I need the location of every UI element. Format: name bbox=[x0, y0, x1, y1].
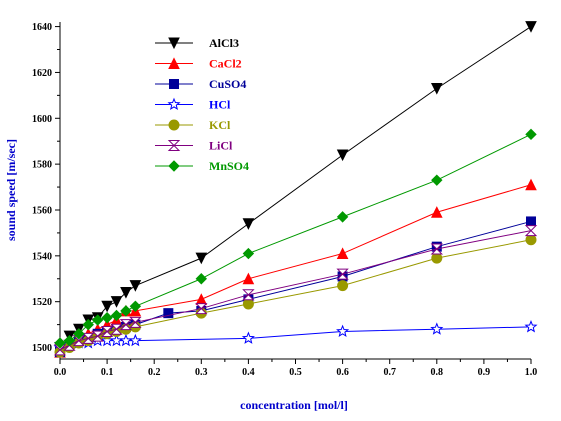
x-tick-label: 0.1 bbox=[101, 367, 114, 378]
series-mnso4 bbox=[54, 128, 537, 349]
data-point bbox=[336, 211, 349, 223]
data-point bbox=[242, 272, 255, 285]
y-tick-label: 1580 bbox=[32, 160, 52, 171]
data-point bbox=[525, 234, 537, 246]
legend-label: AlCl3 bbox=[209, 36, 239, 50]
data-point bbox=[525, 178, 537, 191]
data-point bbox=[431, 174, 443, 186]
data-point bbox=[336, 324, 350, 338]
data-point bbox=[100, 325, 114, 337]
data-point bbox=[524, 320, 538, 333]
data-point bbox=[526, 216, 536, 227]
series-line bbox=[59, 230, 532, 351]
data-point bbox=[63, 334, 76, 347]
data-point bbox=[431, 252, 443, 264]
legend-entry-kcl: KCl bbox=[155, 118, 231, 132]
data-point bbox=[525, 21, 537, 33]
data-point bbox=[101, 312, 113, 324]
legend-marker bbox=[169, 79, 179, 89]
data-point bbox=[119, 319, 133, 331]
data-point bbox=[241, 331, 255, 344]
data-point bbox=[110, 323, 123, 335]
data-point bbox=[195, 303, 208, 315]
x-tick-label: 0.9 bbox=[478, 367, 491, 378]
y-tick-label: 1620 bbox=[32, 68, 52, 79]
data-point bbox=[129, 300, 142, 312]
y-tick-label: 1500 bbox=[32, 343, 52, 354]
data-point bbox=[54, 337, 66, 349]
legend-entry-hcl: HCl bbox=[155, 98, 231, 112]
legend-label: LiCl bbox=[209, 139, 233, 153]
x-tick-label: 0.6 bbox=[336, 367, 349, 378]
data-point bbox=[82, 332, 95, 344]
legend-entry-alcl3: AlCl3 bbox=[155, 36, 239, 50]
legend-marker bbox=[167, 140, 181, 151]
data-point bbox=[524, 225, 538, 237]
x-tick-label: 0.2 bbox=[148, 367, 161, 378]
y-tick-label: 1560 bbox=[32, 205, 52, 216]
legend-label: KCl bbox=[209, 118, 231, 132]
data-point bbox=[430, 82, 443, 95]
data-point bbox=[110, 296, 123, 308]
legend-label: CuSO4 bbox=[209, 77, 246, 91]
series-licl bbox=[53, 225, 538, 356]
data-point bbox=[242, 218, 255, 230]
x-tick-label: 1.0 bbox=[525, 367, 538, 378]
legend-marker bbox=[167, 97, 181, 111]
data-point bbox=[129, 280, 142, 292]
y-tick-label: 1520 bbox=[32, 297, 52, 308]
series-alcl3 bbox=[54, 21, 537, 354]
legend-label: HCl bbox=[209, 98, 231, 112]
x-axis-title: concentration [mol/l] bbox=[240, 398, 348, 412]
data-point bbox=[129, 316, 142, 328]
data-point bbox=[101, 300, 113, 313]
x-tick-label: 0.4 bbox=[242, 367, 255, 378]
data-point bbox=[430, 206, 443, 218]
y-tick-label: 1600 bbox=[32, 114, 52, 125]
x-tick-label: 0.3 bbox=[195, 367, 208, 378]
y-tick-label: 1540 bbox=[32, 251, 52, 262]
legend-label: MnSO4 bbox=[209, 159, 249, 173]
x-tick-label: 0.8 bbox=[431, 367, 444, 378]
legend-entry-cacl2: CaCl2 bbox=[155, 57, 242, 71]
legend-label: CaCl2 bbox=[209, 57, 242, 71]
data-point bbox=[336, 247, 349, 260]
legend-marker bbox=[168, 160, 180, 172]
data-point bbox=[73, 328, 85, 340]
data-point bbox=[110, 309, 123, 322]
data-point bbox=[525, 128, 537, 141]
legend-entry-mnso4: MnSO4 bbox=[155, 159, 249, 173]
x-tick-label: 0.7 bbox=[383, 367, 396, 378]
data-point bbox=[163, 308, 174, 319]
data-point bbox=[336, 149, 349, 162]
data-point bbox=[128, 333, 142, 347]
data-point bbox=[195, 252, 208, 265]
data-point bbox=[336, 268, 349, 280]
data-point bbox=[82, 318, 94, 331]
x-tick-label: 0.5 bbox=[289, 367, 302, 378]
data-point bbox=[195, 273, 208, 285]
data-point bbox=[430, 243, 444, 255]
data-point bbox=[242, 289, 255, 301]
data-point bbox=[91, 330, 104, 342]
legend-entry-licl: LiCl bbox=[155, 139, 233, 153]
y-axis-title: sound speed [m/sec] bbox=[4, 139, 18, 241]
data-point bbox=[242, 298, 254, 310]
legend-marker bbox=[168, 119, 180, 131]
data-point bbox=[120, 305, 132, 317]
data-point bbox=[430, 322, 444, 335]
data-point bbox=[242, 247, 255, 260]
y-tick-label: 1640 bbox=[32, 22, 52, 33]
data-point bbox=[91, 314, 104, 326]
legend-marker bbox=[168, 57, 180, 69]
legend-marker bbox=[168, 37, 180, 50]
x-tick-label: 0.0 bbox=[54, 367, 67, 378]
data-point bbox=[337, 280, 349, 292]
data-point bbox=[120, 287, 132, 299]
legend-entry-cuso4: CuSO4 bbox=[155, 77, 246, 91]
